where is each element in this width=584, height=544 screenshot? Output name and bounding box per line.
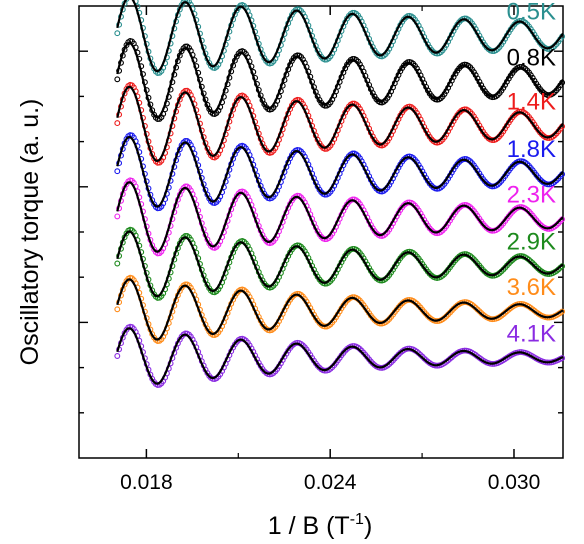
data-point <box>114 120 121 127</box>
data-point <box>114 76 121 83</box>
legend-label: 2.3K <box>507 181 556 208</box>
data-point <box>114 168 121 175</box>
data-point <box>123 42 130 49</box>
series-1.8K <box>114 132 566 212</box>
data-point <box>349 100 356 107</box>
fit-line <box>116 41 564 119</box>
y-axis-label: Oscillatory torque (a. u.) <box>16 99 44 366</box>
data-point <box>114 260 121 267</box>
traces <box>114 0 566 388</box>
legend-label: 1.8K <box>507 136 556 163</box>
fit-line <box>116 0 564 73</box>
fit-line <box>116 327 564 385</box>
x-axis-label-close: ) <box>364 512 372 540</box>
series-2.9K <box>114 226 566 301</box>
series-3.6K <box>114 274 566 344</box>
x-ticks: 0.018 0.024 0.030 <box>120 6 540 494</box>
fit-line <box>116 181 564 253</box>
legend-label: 2.9K <box>507 228 556 255</box>
series-0.8K <box>114 37 566 123</box>
legend: 0.5K 0.8K 1.4K 1.8K 2.3K 2.9K 3.6K 4.1K <box>507 0 556 348</box>
series-1.4K <box>114 81 566 166</box>
data-point <box>349 196 356 203</box>
series-4.1K <box>114 323 566 388</box>
data-point <box>114 30 121 37</box>
legend-label: 0.5K <box>507 0 556 25</box>
legend-label: 4.1K <box>507 321 556 348</box>
legend-label: 3.6K <box>507 274 556 301</box>
series-0.5K <box>114 0 566 76</box>
data-point <box>349 245 356 252</box>
x-tick-label: 0.030 <box>488 471 541 494</box>
y-ticks <box>79 50 563 414</box>
data-point <box>349 150 356 157</box>
data-point <box>489 94 496 101</box>
fit-line <box>116 278 564 341</box>
x-axis-label-sup: -1 <box>350 511 364 528</box>
data-point <box>114 353 121 359</box>
x-axis-label-main: 1 / B (T <box>268 512 350 540</box>
legend-label: 1.4K <box>507 88 556 115</box>
data-point <box>123 0 130 2</box>
x-tick-label: 0.024 <box>304 471 357 494</box>
series-2.3K <box>114 177 566 257</box>
plot-area: 0.018 0.024 0.030 0.5K 0.8K 1.4K 1.8K 2.3K 2.9K… <box>78 0 566 494</box>
data-point <box>349 9 356 16</box>
x-tick-label: 0.018 <box>120 471 173 494</box>
fit-line <box>116 230 564 298</box>
fit-line <box>116 85 564 163</box>
x-axis-label: 1 / B (T-1) <box>268 511 373 540</box>
data-point <box>114 213 121 220</box>
data-point <box>114 306 121 313</box>
data-point <box>489 48 496 55</box>
legend-label: 0.8K <box>507 44 556 71</box>
fit-line <box>116 135 564 208</box>
